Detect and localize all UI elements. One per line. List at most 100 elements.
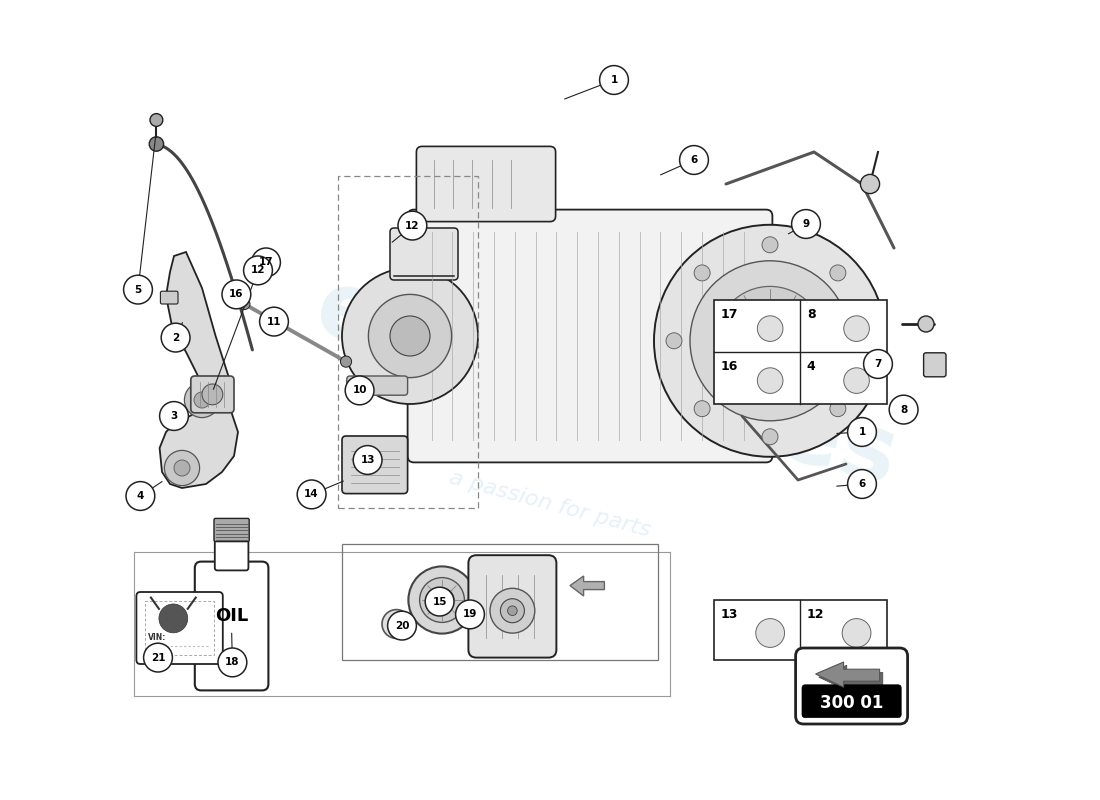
Circle shape	[222, 280, 251, 309]
Circle shape	[387, 611, 417, 640]
Text: VIN:: VIN:	[148, 633, 167, 642]
Text: a passion for parts: a passion for parts	[447, 467, 653, 541]
Text: 5: 5	[134, 285, 142, 294]
Circle shape	[690, 261, 850, 421]
Polygon shape	[815, 662, 880, 687]
FancyBboxPatch shape	[408, 210, 772, 462]
Text: 17: 17	[720, 308, 738, 321]
Text: 6: 6	[691, 155, 697, 165]
Circle shape	[762, 237, 778, 253]
Text: 4: 4	[136, 491, 144, 501]
Text: 12: 12	[405, 221, 420, 230]
Circle shape	[260, 307, 288, 336]
Text: 6: 6	[858, 479, 866, 489]
Text: 17: 17	[258, 258, 273, 267]
Text: 12: 12	[251, 266, 265, 275]
Circle shape	[164, 450, 199, 486]
Circle shape	[419, 578, 464, 622]
Text: 20: 20	[395, 621, 409, 630]
Text: 11: 11	[266, 317, 282, 326]
Circle shape	[162, 323, 190, 352]
Circle shape	[829, 401, 846, 417]
Circle shape	[694, 401, 711, 417]
Circle shape	[716, 286, 824, 395]
Circle shape	[490, 588, 535, 633]
Text: 1: 1	[858, 427, 866, 437]
FancyBboxPatch shape	[214, 518, 250, 542]
Circle shape	[426, 587, 454, 616]
Circle shape	[123, 275, 153, 304]
FancyBboxPatch shape	[802, 685, 901, 718]
Circle shape	[844, 316, 869, 342]
Text: 8: 8	[900, 405, 908, 414]
Circle shape	[680, 146, 708, 174]
Text: eurospares: eurospares	[306, 262, 906, 506]
Text: 9: 9	[802, 219, 810, 229]
Circle shape	[600, 66, 628, 94]
Circle shape	[860, 174, 880, 194]
Circle shape	[150, 114, 163, 126]
Circle shape	[297, 480, 326, 509]
Text: 4: 4	[806, 360, 815, 373]
FancyBboxPatch shape	[214, 527, 249, 570]
Circle shape	[252, 248, 280, 277]
FancyBboxPatch shape	[390, 228, 458, 280]
FancyBboxPatch shape	[417, 146, 556, 222]
Circle shape	[762, 429, 778, 445]
Text: 16: 16	[229, 290, 243, 299]
Circle shape	[202, 384, 223, 405]
Text: 15: 15	[432, 597, 447, 606]
Circle shape	[889, 395, 918, 424]
Circle shape	[829, 265, 846, 281]
Text: 12: 12	[806, 608, 824, 621]
Circle shape	[382, 610, 410, 638]
FancyBboxPatch shape	[924, 353, 946, 377]
Circle shape	[340, 356, 352, 367]
Circle shape	[858, 333, 874, 349]
Circle shape	[843, 618, 871, 647]
Circle shape	[792, 210, 821, 238]
Circle shape	[756, 326, 784, 355]
Text: 13: 13	[361, 455, 375, 465]
Text: 7: 7	[874, 359, 882, 369]
Circle shape	[390, 618, 403, 630]
Circle shape	[342, 268, 478, 404]
Circle shape	[437, 595, 447, 605]
Polygon shape	[570, 576, 604, 596]
Text: 8: 8	[806, 308, 815, 321]
Circle shape	[500, 598, 525, 622]
Circle shape	[194, 392, 210, 408]
Circle shape	[756, 618, 784, 647]
Text: 10: 10	[352, 386, 366, 395]
Circle shape	[390, 316, 430, 356]
Text: 14: 14	[305, 490, 319, 499]
Circle shape	[738, 309, 802, 373]
Text: 13: 13	[720, 608, 738, 621]
Text: 21: 21	[151, 653, 165, 662]
Circle shape	[694, 265, 711, 281]
Bar	[338, 176, 478, 508]
Circle shape	[848, 470, 877, 498]
Circle shape	[844, 368, 869, 394]
Circle shape	[507, 606, 517, 615]
Circle shape	[243, 256, 273, 285]
Circle shape	[144, 643, 173, 672]
Circle shape	[666, 333, 682, 349]
Circle shape	[239, 298, 250, 310]
Text: 3: 3	[170, 411, 177, 421]
Circle shape	[864, 350, 892, 378]
Circle shape	[150, 137, 164, 151]
Circle shape	[654, 225, 886, 457]
Circle shape	[408, 566, 475, 634]
Polygon shape	[818, 666, 883, 690]
FancyBboxPatch shape	[469, 555, 557, 658]
FancyBboxPatch shape	[161, 291, 178, 304]
Circle shape	[174, 460, 190, 476]
FancyBboxPatch shape	[342, 436, 408, 494]
Circle shape	[368, 294, 452, 378]
Circle shape	[398, 211, 427, 240]
Text: 300 01: 300 01	[820, 694, 883, 712]
FancyBboxPatch shape	[795, 648, 907, 724]
Text: OIL: OIL	[214, 607, 249, 625]
Circle shape	[918, 316, 934, 332]
